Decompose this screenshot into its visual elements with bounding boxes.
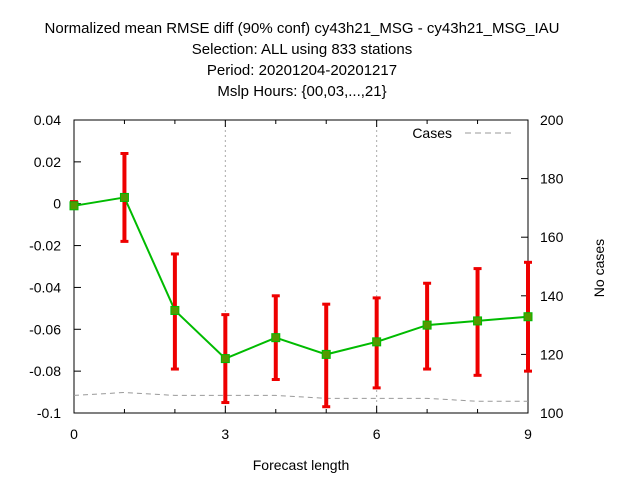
data-point [119,192,129,202]
y2-axis-label: No cases [591,239,607,297]
axis-ticks: 0 3 6 9 0.04 0.02 0 -0.02 -0.04 -0.06 -0.08 -0.1 200… [29,112,563,442]
series-line-cases [73,391,528,402]
series-line-main [73,196,529,360]
data-point [69,201,79,211]
data-point [170,305,180,315]
y2-tick-label: 140 [540,288,564,304]
y2-tick-label: 120 [540,346,564,362]
y-tick-label: 0.02 [34,154,61,170]
x-tick-label: 3 [221,426,229,442]
data-point [523,312,533,322]
y-tick-label: -0.02 [29,238,61,254]
data-point [473,316,483,326]
plot-frame [73,119,529,414]
data-point [321,349,331,359]
x-tick-label: 0 [70,426,78,442]
data-point [220,354,230,364]
x-tick-label: 9 [524,426,532,442]
x-axis-label: Forecast length [253,457,350,473]
title-line-1: Normalized mean RMSE diff (90% conf) cy4… [45,20,560,37]
legend: Cases [412,125,512,141]
y-tick-label: -0.06 [29,321,61,337]
y-tick-label: -0.04 [29,279,61,295]
series [69,151,533,409]
data-point [372,337,382,347]
title-line-3: Period: 20201204-20201217 [207,62,397,79]
data-point [422,320,432,330]
x-tick-label: 6 [373,426,381,442]
y-tick-label: -0.08 [29,363,61,379]
chart-title: Normalized mean RMSE diff (90% conf) cy4… [45,20,560,100]
y-tick-label: -0.1 [37,405,61,421]
y2-tick-label: 100 [540,405,564,421]
data-point [271,333,281,343]
y-tick-label: 0.04 [34,112,61,128]
title-line-2: Selection: ALL using 833 stations [192,41,412,58]
y2-tick-label: 160 [540,229,564,245]
legend-label-cases: Cases [412,125,452,141]
y2-tick-label: 200 [540,112,564,128]
title-line-4: Mslp Hours: {00,03,...,21} [217,83,386,100]
grid [224,120,378,413]
y2-tick-label: 180 [540,171,564,187]
y-tick-label: 0 [53,196,61,212]
